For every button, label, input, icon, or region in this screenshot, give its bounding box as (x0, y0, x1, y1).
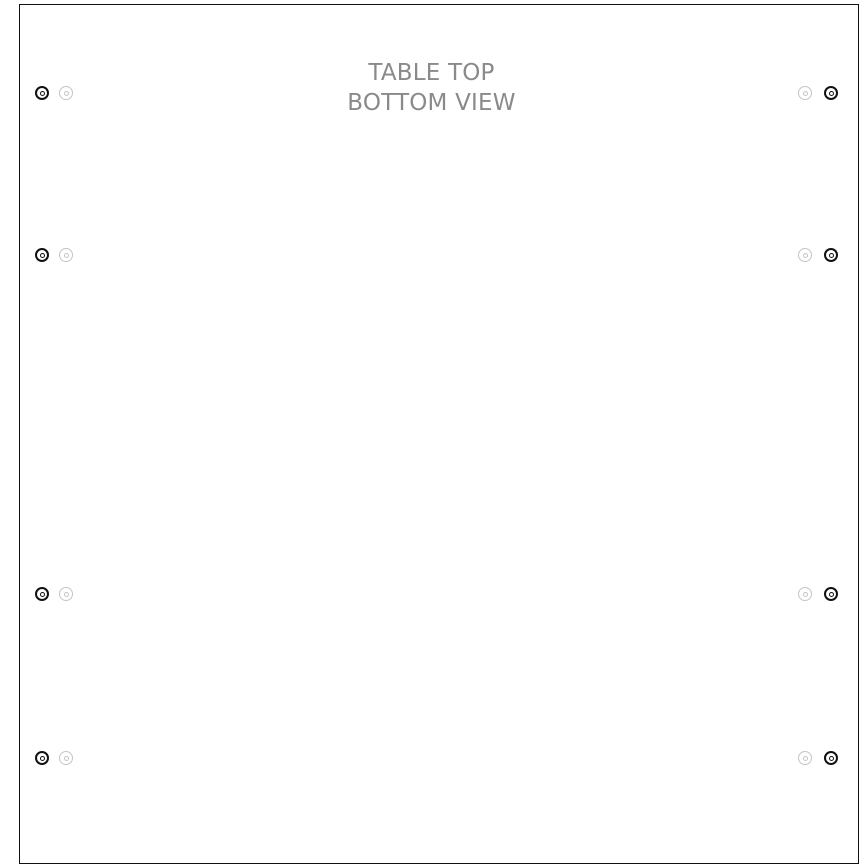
pilot-hole-icon (59, 751, 73, 765)
left-hole-pair-2 (35, 248, 75, 262)
pilot-hole-icon (798, 248, 812, 262)
pilot-hole-icon (798, 86, 812, 100)
pilot-hole-icon (59, 86, 73, 100)
right-hole-pair-3 (798, 587, 838, 601)
screw-hole-icon (35, 587, 49, 601)
diagram-title: TABLE TOP BOTTOM VIEW (0, 58, 863, 118)
title-line-2: BOTTOM VIEW (347, 90, 516, 116)
pilot-hole-icon (59, 248, 73, 262)
pilot-hole-icon (59, 587, 73, 601)
table-top-outline (19, 4, 859, 864)
screw-hole-icon (824, 751, 838, 765)
right-hole-pair-4 (798, 751, 838, 765)
left-hole-pair-4 (35, 751, 75, 765)
left-hole-pair-1 (35, 86, 75, 100)
pilot-hole-icon (798, 751, 812, 765)
screw-hole-icon (35, 751, 49, 765)
pilot-hole-icon (798, 587, 812, 601)
screw-hole-icon (35, 248, 49, 262)
screw-hole-icon (824, 86, 838, 100)
left-hole-pair-3 (35, 587, 75, 601)
right-hole-pair-1 (798, 86, 838, 100)
screw-hole-icon (35, 86, 49, 100)
screw-hole-icon (824, 587, 838, 601)
right-hole-pair-2 (798, 248, 838, 262)
screw-hole-icon (824, 248, 838, 262)
title-line-1: TABLE TOP (368, 60, 495, 86)
